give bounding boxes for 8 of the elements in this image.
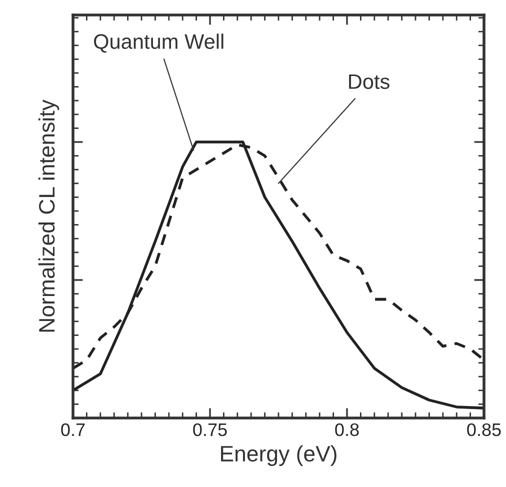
x-axis-title: Energy (eV) [221, 445, 336, 466]
x-tick-label: 0.8 [335, 423, 359, 436]
y-axis-title: Normalized CL intensity [38, 100, 60, 332]
x-tick-label: 0.75 [193, 423, 227, 436]
annotation: Dots [349, 74, 390, 90]
x-tick-label: 0.85 [467, 423, 501, 436]
x-tick-label: 0.7 [61, 423, 85, 436]
annotation: Quantum Well [94, 34, 224, 53]
